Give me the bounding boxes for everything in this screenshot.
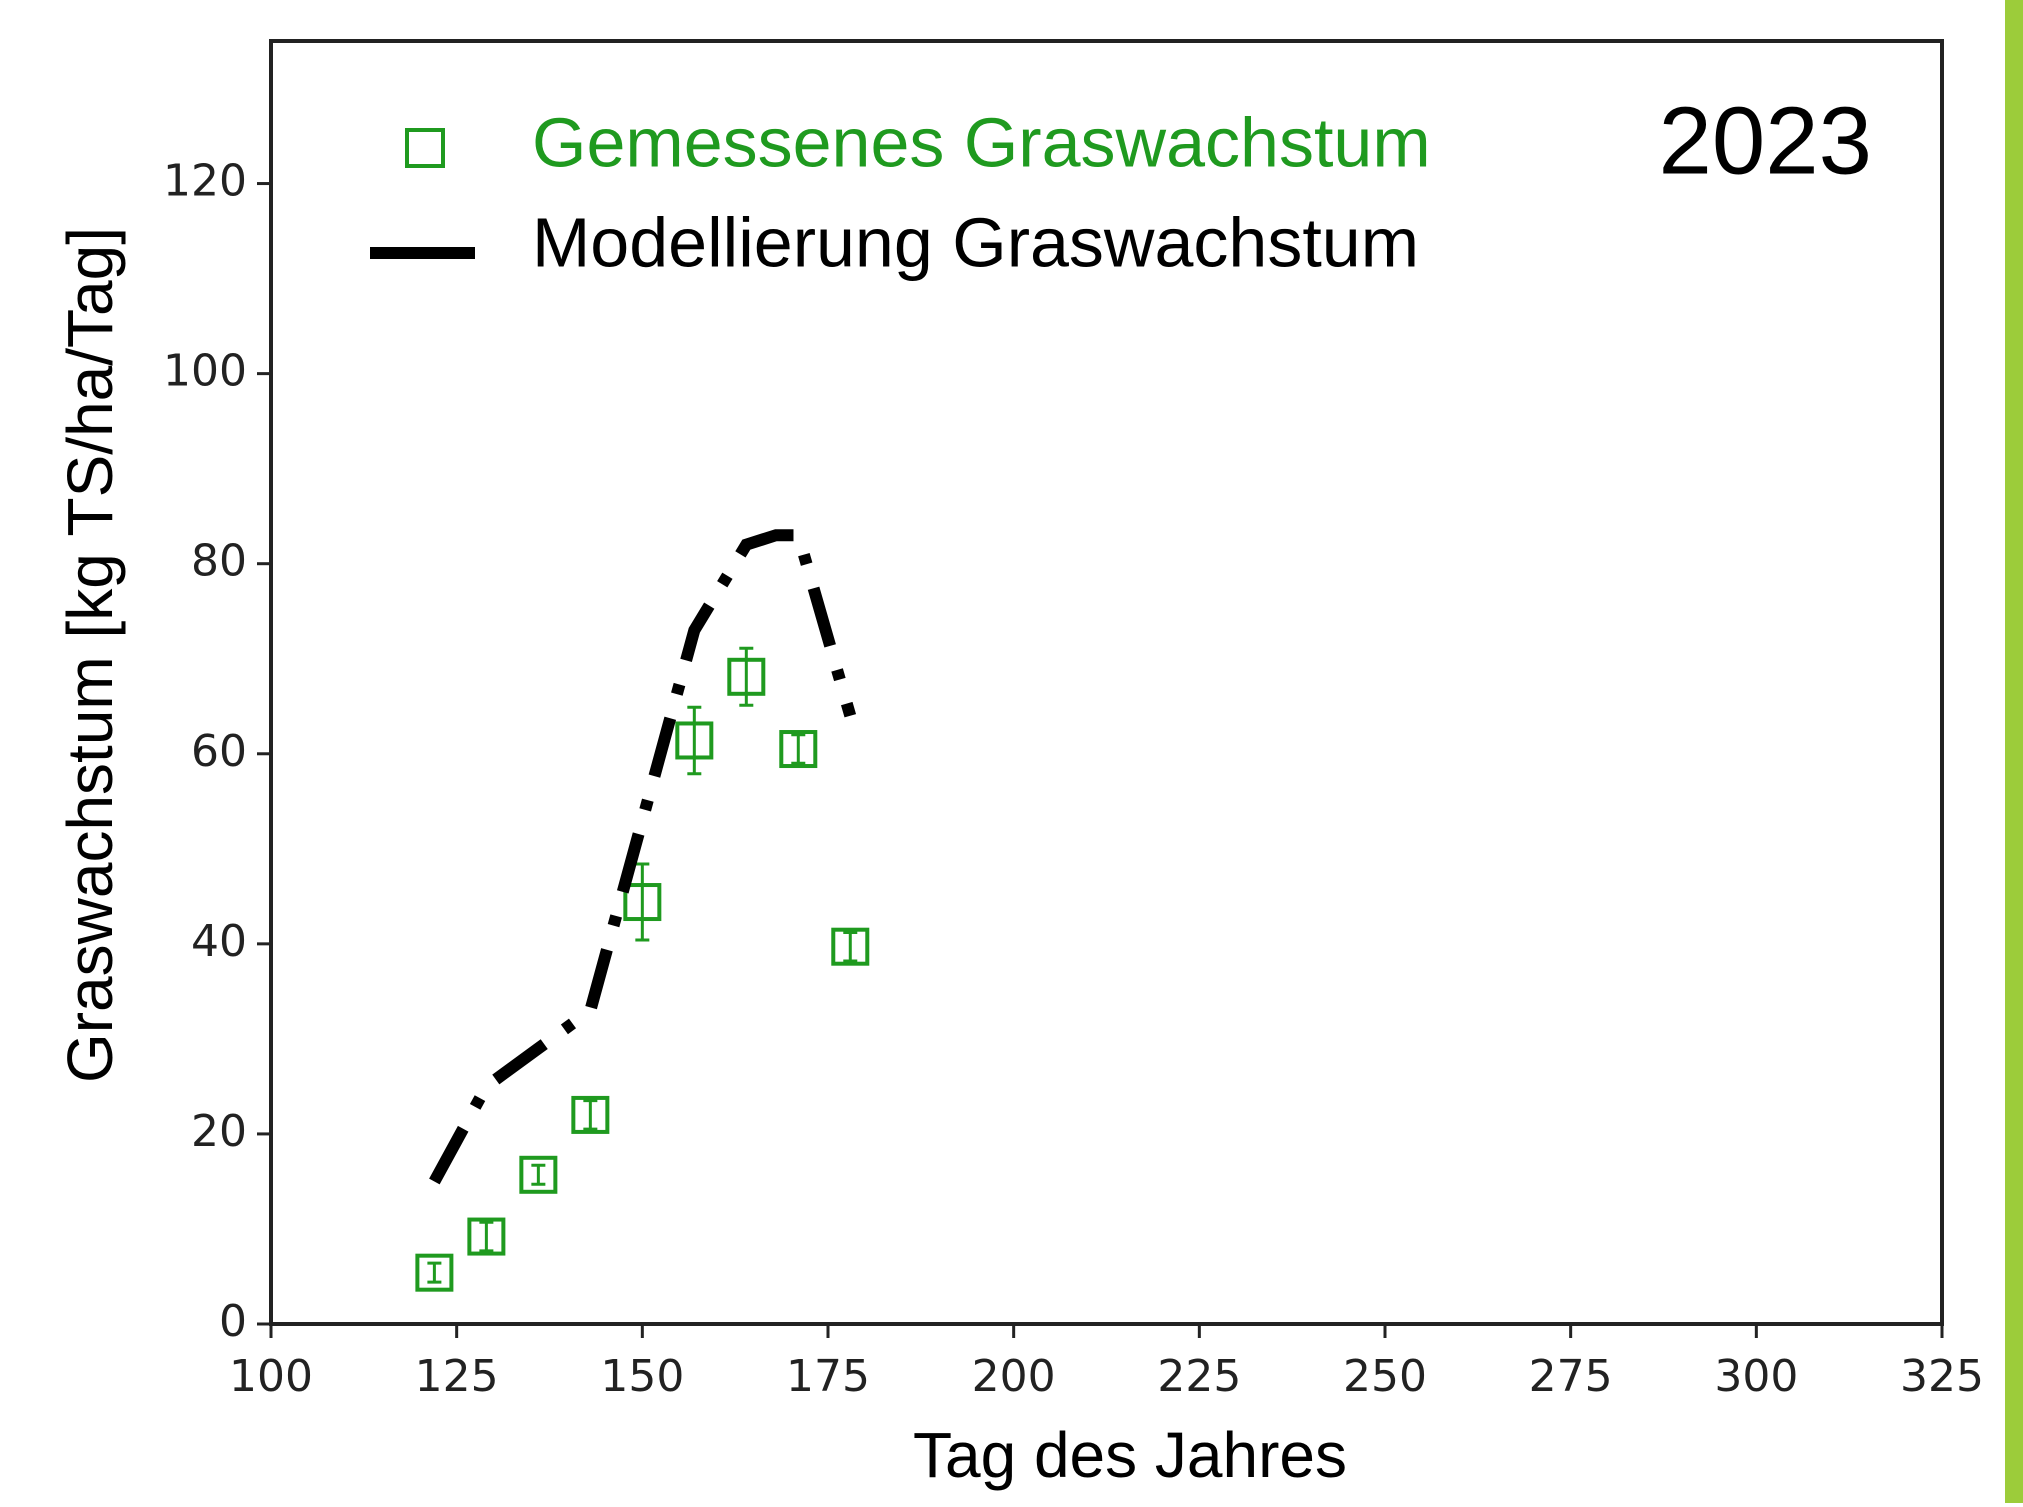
x-tick-label: 175 xyxy=(786,1351,870,1402)
error-bar xyxy=(739,646,754,707)
error-bar xyxy=(687,705,702,776)
x-tick-label: 300 xyxy=(1714,1351,1798,1402)
y-axis-label: Graswachstum [kg TS/ha/Tag] xyxy=(54,227,126,1083)
marker xyxy=(779,730,818,769)
marker xyxy=(519,1155,558,1194)
y-tick-label: 120 xyxy=(163,156,247,207)
error-bar xyxy=(531,1163,546,1186)
error-bar xyxy=(791,733,806,765)
marker xyxy=(727,657,766,696)
y-tick-label: 80 xyxy=(191,536,247,587)
x-axis-label: Tag des Jahres xyxy=(913,1419,1347,1491)
marker xyxy=(415,1253,454,1292)
marker xyxy=(571,1095,610,1134)
x-tick-label: 225 xyxy=(1157,1351,1241,1402)
model-line xyxy=(429,529,857,1185)
error-bar xyxy=(635,862,650,942)
y-tick-label: 0 xyxy=(219,1296,247,1347)
x-tick-label: 150 xyxy=(600,1351,684,1402)
y-tick-label: 20 xyxy=(191,1106,247,1157)
error-bar xyxy=(843,930,858,963)
y-tick-label: 40 xyxy=(191,916,247,967)
error-bar xyxy=(479,1220,494,1253)
x-tick-label: 250 xyxy=(1343,1351,1427,1402)
error-bar xyxy=(427,1261,442,1284)
x-tick-label: 100 xyxy=(229,1351,313,1402)
x-tick-label: 275 xyxy=(1529,1351,1613,1402)
marker xyxy=(831,927,870,966)
x-tick-label: 125 xyxy=(415,1351,499,1402)
marker xyxy=(675,721,714,760)
edge-strip xyxy=(2005,0,2023,1503)
legend-label: Modellierung Graswachstum xyxy=(532,203,1419,281)
legend-label: Gemessenes Graswachstum xyxy=(532,103,1431,181)
x-tick-label: 200 xyxy=(972,1351,1056,1402)
y-tick-label: 60 xyxy=(191,726,247,777)
marker xyxy=(467,1217,506,1256)
error-bar xyxy=(583,1099,598,1131)
annotation: 2023 xyxy=(1658,87,1872,194)
marker xyxy=(623,883,662,922)
y-tick-label: 100 xyxy=(163,346,247,397)
plot-frame xyxy=(269,39,1944,1326)
x-tick-label: 325 xyxy=(1900,1351,1984,1402)
legend-marker xyxy=(405,128,445,168)
